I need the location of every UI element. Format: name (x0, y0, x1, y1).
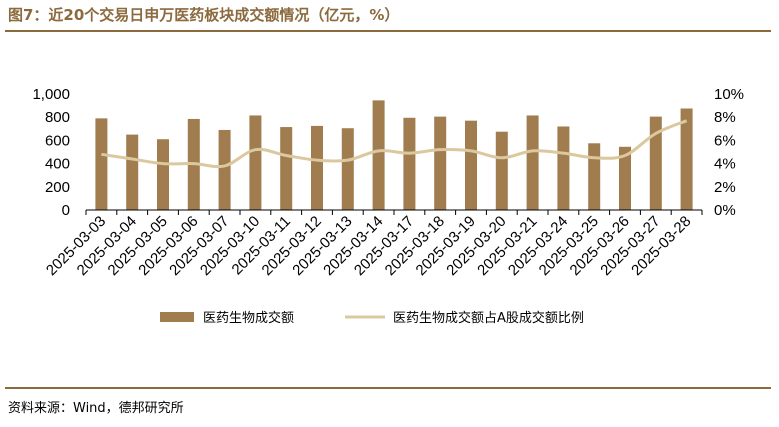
bar (126, 134, 139, 210)
bar (95, 118, 108, 210)
bar (434, 116, 447, 210)
y-right-tick-label: 2% (714, 179, 736, 196)
axes: 02004006008001,0000%2%4%6%8%10%2025-03-0… (32, 86, 744, 279)
source-note: 资料来源：Wind，德邦研究所 (8, 401, 184, 416)
legend-swatch-bar (160, 312, 194, 322)
bar-series (95, 100, 693, 210)
bar (372, 100, 385, 210)
bar (526, 115, 539, 210)
header-rule (5, 30, 771, 32)
bar (588, 143, 601, 210)
bar (619, 146, 631, 210)
line-series (101, 119, 688, 169)
y-right-tick-label: 4% (714, 156, 736, 173)
y-right-tick-label: 0% (714, 202, 736, 219)
bar (249, 115, 262, 210)
y-left-tick-label: 200 (45, 179, 70, 196)
share-line (101, 119, 688, 169)
bar (311, 125, 323, 210)
legend-label-bar: 医药生物成交额 (203, 310, 294, 326)
chart: 02004006008001,0000%2%4%6%8%10%2025-03-0… (32, 86, 744, 326)
y-right-tick-label: 6% (714, 132, 736, 149)
legend-label-line: 医药生物成交额占A股成交额比例 (393, 310, 584, 326)
bar (557, 126, 570, 210)
y-left-tick-label: 1,000 (32, 86, 70, 103)
y-left-tick-label: 0 (62, 202, 70, 219)
y-right-tick-label: 10% (714, 86, 744, 103)
bar (403, 117, 416, 210)
bar (218, 129, 231, 210)
footer-rule (5, 387, 771, 389)
y-left-tick-label: 800 (45, 109, 70, 126)
figure-title: 图7：近20个交易日申万医药板块成交额情况（亿元，%） (8, 6, 400, 24)
y-left-tick-label: 400 (45, 156, 70, 173)
bar (280, 127, 293, 210)
bar (465, 120, 477, 210)
bar (680, 108, 693, 210)
bar (157, 139, 169, 210)
legend: 医药生物成交额 医药生物成交额占A股成交额比例 (160, 310, 584, 326)
y-right-tick-label: 8% (714, 109, 736, 126)
bar (341, 128, 354, 210)
bar (649, 116, 662, 210)
bar (495, 131, 508, 210)
y-left-tick-label: 600 (45, 132, 70, 149)
